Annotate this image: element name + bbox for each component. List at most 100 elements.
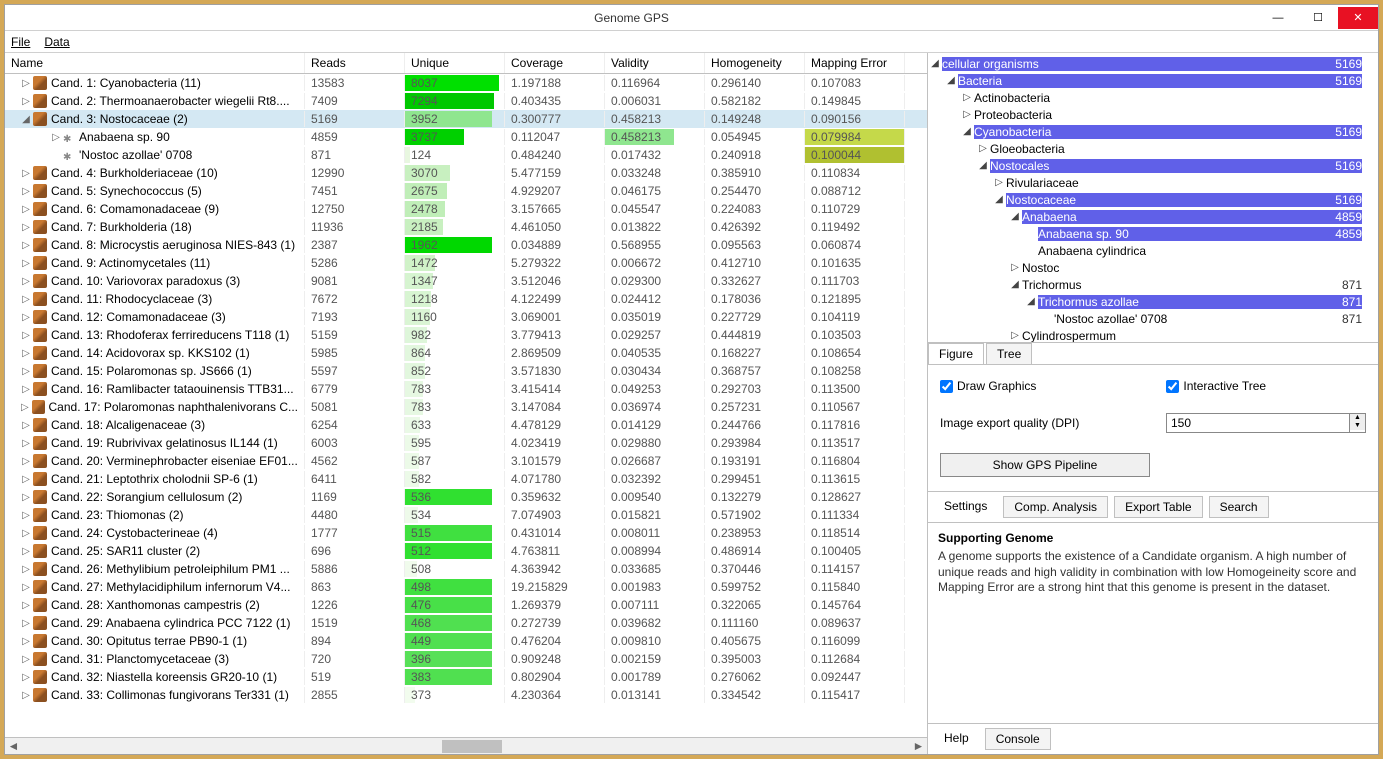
tree-expander-icon[interactable]: ◢ (978, 160, 988, 171)
table-row[interactable]: ▷Cand. 12: Comamonadaceae (3)719311603.0… (5, 308, 927, 326)
table-row[interactable]: ▷Cand. 19: Rubrivivax gelatinosus IL144 … (5, 434, 927, 452)
spin-down-icon[interactable]: ▼ (1350, 422, 1365, 430)
expander-icon[interactable]: ▷ (21, 78, 31, 89)
expander-icon[interactable]: ▷ (21, 240, 31, 251)
table-row[interactable]: ▷Cand. 23: Thiomonas (2)44805347.0749030… (5, 506, 927, 524)
tab-export-table[interactable]: Export Table (1114, 496, 1203, 518)
expander-icon[interactable]: ▷ (21, 600, 31, 611)
draw-graphics-checkbox[interactable]: Draw Graphics (940, 379, 1036, 393)
menu-data[interactable]: Data (44, 35, 69, 49)
expander-icon[interactable]: ▷ (21, 276, 31, 287)
expander-icon[interactable]: ▷ (21, 186, 31, 197)
tree-expander-icon[interactable]: ◢ (1026, 296, 1036, 307)
table-row[interactable]: ▷Cand. 2: Thermoanaerobacter wiegelii Rt… (5, 92, 927, 110)
horizontal-scrollbar[interactable]: ◄ ► (5, 737, 927, 754)
table-row[interactable]: ▷Cand. 7: Burkholderia (18)1193621854.46… (5, 218, 927, 236)
expander-icon[interactable]: ▷ (21, 438, 31, 449)
col-header-name[interactable]: Name (5, 53, 305, 73)
table-row[interactable]: ▷Cand. 22: Sorangium cellulosum (2)11695… (5, 488, 927, 506)
maximize-button[interactable]: ☐ (1298, 7, 1338, 29)
tab-console[interactable]: Console (985, 728, 1051, 750)
table-row[interactable]: ▷Cand. 18: Alcaligenaceae (3)62546334.47… (5, 416, 927, 434)
tree-expander-icon[interactable]: ▷ (978, 143, 988, 154)
tree-row[interactable]: ◢Nostocaceae5169 (930, 191, 1376, 208)
minimize-button[interactable]: — (1258, 7, 1298, 29)
expander-icon[interactable]: ▷ (21, 96, 31, 107)
expander-icon[interactable]: ▷ (21, 222, 31, 233)
tree-expander-icon[interactable]: ◢ (930, 58, 940, 69)
tree-expander-icon[interactable]: ▷ (962, 92, 972, 103)
draw-graphics-input[interactable] (940, 380, 953, 393)
table-row[interactable]: ▷Cand. 32: Niastella koreensis GR20-10 (… (5, 668, 927, 686)
interactive-tree-checkbox[interactable]: Interactive Tree (1166, 379, 1266, 393)
expander-icon[interactable]: ▷ (21, 528, 31, 539)
tree-expander-icon[interactable]: ◢ (994, 194, 1004, 205)
col-header-reads[interactable]: Reads (305, 53, 405, 73)
table-row[interactable]: ▷Anabaena sp. 90485937370.1120470.458213… (5, 128, 927, 146)
dpi-input[interactable]: ▲▼ (1166, 413, 1366, 433)
table-row[interactable]: ▷Cand. 9: Actinomycetales (11)528614725.… (5, 254, 927, 272)
tree-row[interactable]: ◢Anabaena4859 (930, 208, 1376, 225)
col-header-coverage[interactable]: Coverage (505, 53, 605, 73)
table-row[interactable]: ▷Cand. 15: Polaromonas sp. JS666 (1)5597… (5, 362, 927, 380)
tree-expander-icon[interactable]: ◢ (1010, 279, 1020, 290)
tab-search[interactable]: Search (1209, 496, 1269, 518)
expander-icon[interactable]: ▷ (21, 618, 31, 629)
scroll-left-icon[interactable]: ◄ (5, 739, 22, 753)
tree-row[interactable]: ◢Trichormus871 (930, 276, 1376, 293)
table-row[interactable]: ▷Cand. 1: Cyanobacteria (11)1358380371.1… (5, 74, 927, 92)
scroll-right-icon[interactable]: ► (910, 739, 927, 753)
tree-row[interactable]: ▷Rivulariaceae (930, 174, 1376, 191)
table-row[interactable]: ▷Cand. 24: Cystobacterineae (4)17775150.… (5, 524, 927, 542)
expander-icon[interactable]: ▷ (21, 168, 31, 179)
tab-comp-analysis[interactable]: Comp. Analysis (1003, 496, 1108, 518)
expander-icon[interactable]: ▷ (21, 258, 31, 269)
expander-icon[interactable]: ▷ (21, 384, 31, 395)
table-row[interactable]: ▷Cand. 20: Verminephrobacter eiseniae EF… (5, 452, 927, 470)
tree-expander-icon[interactable]: ◢ (946, 75, 956, 86)
tree-row[interactable]: ◢Trichormus azollae871 (930, 293, 1376, 310)
show-pipeline-button[interactable]: Show GPS Pipeline (940, 453, 1150, 477)
table-row[interactable]: ▷Cand. 8: Microcystis aeruginosa NIES-84… (5, 236, 927, 254)
table-row[interactable]: ▷Cand. 6: Comamonadaceae (9)1275024783.1… (5, 200, 927, 218)
interactive-tree-input[interactable] (1166, 380, 1179, 393)
tree-row[interactable]: ▷Actinobacteria (930, 89, 1376, 106)
scroll-thumb[interactable] (442, 740, 502, 753)
tree-row[interactable]: ▷Proteobacteria (930, 106, 1376, 123)
taxonomy-tree[interactable]: ◢cellular organisms5169◢Bacteria5169▷Act… (928, 53, 1378, 343)
table-row[interactable]: ▷Cand. 17: Polaromonas naphthalenivorans… (5, 398, 927, 416)
expander-icon[interactable]: ▷ (21, 492, 31, 503)
expander-icon[interactable]: ▷ (21, 564, 31, 575)
table-row[interactable]: ▷Cand. 31: Planctomycetaceae (3)7203960.… (5, 650, 927, 668)
table-row[interactable]: ▷Cand. 16: Ramlibacter tataouinensis TTB… (5, 380, 927, 398)
tree-row[interactable]: ◢Bacteria5169 (930, 72, 1376, 89)
tree-expander-icon[interactable]: ▷ (1010, 262, 1020, 273)
tab-figure[interactable]: Figure (928, 343, 984, 364)
expander-icon[interactable]: ▷ (21, 204, 31, 215)
tree-expander-icon[interactable]: ▷ (962, 109, 972, 120)
expander-icon[interactable]: ▷ (21, 510, 31, 521)
tree-row[interactable]: ▷Gloeobacteria (930, 140, 1376, 157)
tree-expander-icon[interactable]: ◢ (962, 126, 972, 137)
expander-icon[interactable]: ▷ (21, 294, 31, 305)
tree-row[interactable]: ◢cellular organisms5169 (930, 55, 1376, 72)
expander-icon[interactable]: ▷ (51, 132, 61, 143)
dpi-field[interactable] (1167, 414, 1349, 432)
col-header-homogeneity[interactable]: Homogeneity (705, 53, 805, 73)
table-row[interactable]: 'Nostoc azollae' 07088711240.4842400.017… (5, 146, 927, 164)
tree-expander-icon[interactable]: ▷ (994, 177, 1004, 188)
expander-icon[interactable]: ▷ (21, 366, 31, 377)
expander-icon[interactable]: ▷ (21, 456, 31, 467)
table-row[interactable]: ▷Cand. 21: Leptothrix cholodnii SP-6 (1)… (5, 470, 927, 488)
table-row[interactable]: ▷Cand. 25: SAR11 cluster (2)6965124.7638… (5, 542, 927, 560)
table-row[interactable]: ▷Cand. 30: Opitutus terrae PB90-1 (1)894… (5, 632, 927, 650)
col-header-unique[interactable]: Unique (405, 53, 505, 73)
table-body[interactable]: ▷Cand. 1: Cyanobacteria (11)1358380371.1… (5, 74, 927, 737)
col-header-validity[interactable]: Validity (605, 53, 705, 73)
expander-icon[interactable]: ▷ (21, 546, 31, 557)
table-row[interactable]: ▷Cand. 29: Anabaena cylindrica PCC 7122 … (5, 614, 927, 632)
expander-icon[interactable]: ▷ (21, 330, 31, 341)
table-row[interactable]: ▷Cand. 11: Rhodocyclaceae (3)767212184.1… (5, 290, 927, 308)
expander-icon[interactable]: ▷ (21, 654, 31, 665)
expander-icon[interactable]: ▷ (21, 420, 31, 431)
